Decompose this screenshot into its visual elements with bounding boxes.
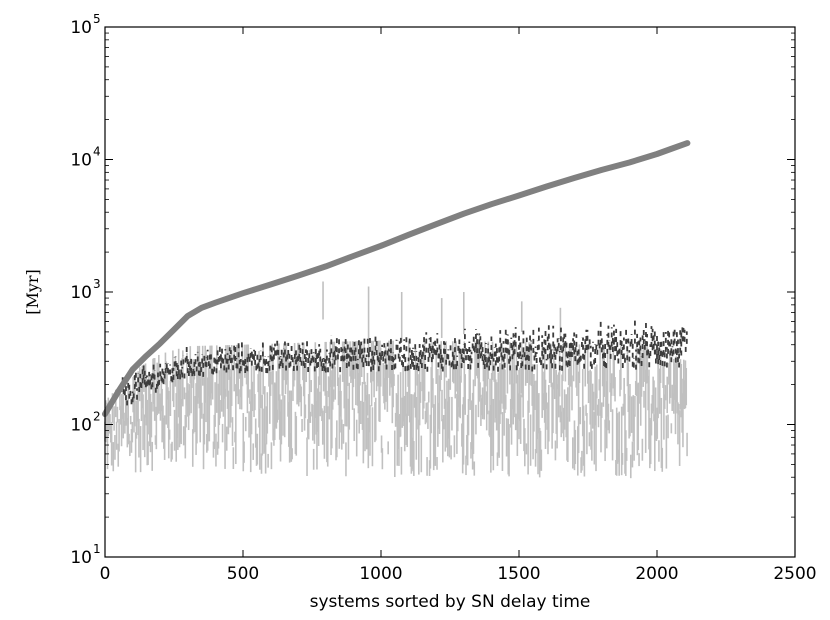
x-tick-label: 0 — [100, 564, 111, 584]
y-tick-label: 10 — [70, 548, 92, 568]
y-tick-exponent: 2 — [93, 410, 101, 424]
x-tick-label: 1000 — [359, 564, 402, 584]
x-tick-label: 2500 — [773, 564, 816, 584]
data-layer — [102, 140, 691, 479]
series-light-ranges — [104, 281, 688, 479]
x-tick-label: 500 — [227, 564, 259, 584]
y-tick-exponent: 5 — [93, 12, 101, 26]
y-tick-exponent: 4 — [93, 145, 101, 159]
series-delay-curve — [102, 140, 691, 417]
series-dark-ranges — [120, 320, 688, 406]
y-tick-label: 10 — [70, 151, 92, 171]
y-tick-label: 10 — [70, 416, 92, 436]
y-tick-exponent: 3 — [93, 277, 101, 291]
y-axis-label: [Myr] — [23, 269, 42, 315]
x-axis-label: systems sorted by SN delay time — [310, 592, 591, 612]
x-tick-label: 2000 — [635, 564, 678, 584]
y-tick-label: 10 — [70, 283, 92, 303]
y-tick-exponent: 1 — [93, 542, 101, 556]
x-tick-label: 1500 — [497, 564, 540, 584]
y-tick-label: 10 — [70, 18, 92, 38]
